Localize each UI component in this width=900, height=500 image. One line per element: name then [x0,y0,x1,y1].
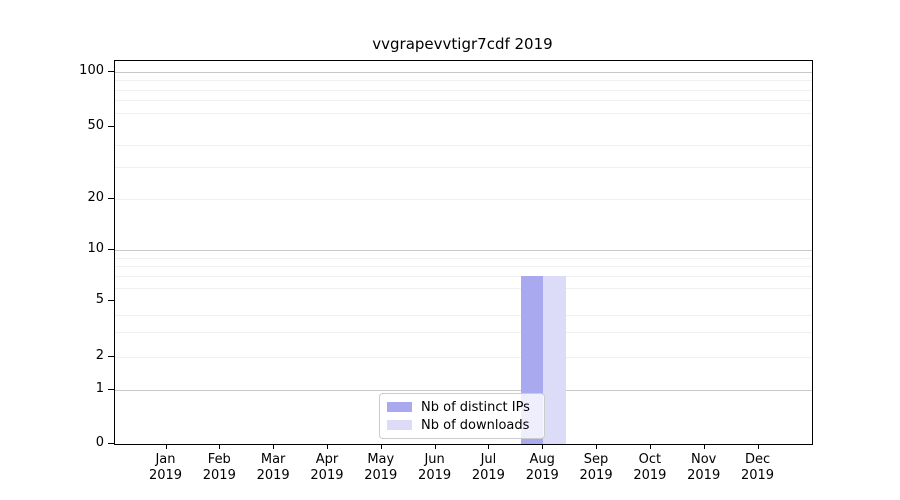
gridline-y-2 [115,357,812,358]
x-tick-month: Jul [480,452,497,467]
x-tick-year: 2019 [364,468,398,483]
gridline-y-1 [115,390,812,391]
gridline-y-9 [115,258,812,259]
x-tick-month: Feb [207,452,231,467]
x-tick-year: 2019 [418,468,452,483]
y-tick-label-50: 50 [87,118,104,133]
x-tick-label-jan: Jan 2019 [138,452,194,484]
x-tick-label-jun: Jun 2019 [407,452,463,484]
gridline-y-10 [115,250,812,251]
legend-swatch-icon [387,402,412,412]
legend-label: Nb of downloads [421,417,530,433]
gridline-y-60 [115,113,812,114]
x-tick-label-nov: Nov 2019 [676,452,732,484]
gridline-y-3 [115,332,812,333]
y-tick-mark [108,71,114,72]
x-tick-mark [488,444,490,449]
x-tick-mark [165,444,167,449]
x-tick-month: Sep [583,452,609,467]
plot-area: Nb of distinct IPs Nb of downloads [114,60,813,445]
y-tick-mark [108,126,114,127]
y-tick-label-1: 1 [95,381,104,396]
y-tick-label-10: 10 [87,241,104,256]
x-tick-year: 2019 [525,468,559,483]
x-tick-month: May [367,452,395,467]
y-tick-mark [108,443,114,444]
gridline-y-7 [115,276,812,277]
legend-row-1: Nb of downloads [387,418,537,433]
x-tick-year: 2019 [202,468,236,483]
x-tick-month: Jun [424,452,445,467]
x-tick-mark [434,444,436,449]
gridline-y-70 [115,100,812,101]
gridline-y-30 [115,167,812,168]
gridline-y-8 [115,266,812,267]
y-tick-mark [108,249,114,250]
x-tick-month: Mar [260,452,286,467]
x-tick-mark [219,444,221,449]
x-tick-year: 2019 [471,468,505,483]
y-tick-label-100: 100 [79,63,104,78]
x-tick-mark [273,444,275,449]
gridline-y-40 [115,145,812,146]
x-tick-month: Nov [691,452,717,467]
gridline-y-80 [115,90,812,91]
gridline-y-100 [115,72,812,73]
x-tick-label-dec: Dec 2019 [730,452,786,484]
y-tick-mark [108,198,114,199]
x-tick-label-sep: Sep 2019 [568,452,624,484]
x-tick-year: 2019 [633,468,667,483]
x-tick-month: Apr [315,452,339,467]
legend-swatch-icon [387,420,412,430]
x-tick-label-aug: Aug 2019 [514,452,570,484]
gridline-y-4 [115,315,812,316]
x-tick-month: Aug [529,452,555,467]
x-tick-year: 2019 [687,468,721,483]
x-tick-label-may: May 2019 [353,452,409,484]
legend-label: Nb of distinct IPs [421,399,530,415]
x-tick-mark [703,444,705,449]
x-tick-year: 2019 [256,468,290,483]
x-tick-month: Oct [638,452,662,467]
x-tick-mark [649,444,651,449]
x-tick-mark [380,444,382,449]
x-tick-label-feb: Feb 2019 [191,452,247,484]
x-tick-year: 2019 [579,468,613,483]
y-tick-mark [108,356,114,357]
legend-row-0: Nb of distinct IPs [387,400,537,415]
y-tick-label-2: 2 [95,348,104,363]
x-tick-mark [757,444,759,449]
x-tick-month: Jan [155,452,176,467]
y-tick-label-5: 5 [95,292,104,307]
x-tick-mark [326,444,328,449]
x-tick-year: 2019 [148,468,183,483]
x-tick-year: 2019 [740,468,775,483]
gridline-y-20 [115,199,812,200]
legend: Nb of distinct IPs Nb of downloads [379,393,545,439]
x-tick-mark [542,444,544,449]
y-tick-mark [108,389,114,390]
chart-title: vvgrapevvtigr7cdf 2019 [372,35,553,53]
x-tick-month: Dec [744,452,771,467]
gridline-y-6 [115,288,812,289]
bar-nb-of-downloads-aug [543,276,566,444]
y-tick-label-20: 20 [87,190,104,205]
x-tick-year: 2019 [310,468,344,483]
x-tick-label-oct: Oct 2019 [622,452,678,484]
gridline-y-90 [115,80,812,81]
x-tick-label-apr: Apr 2019 [299,452,355,484]
y-tick-mark [108,300,114,301]
x-tick-label-jul: Jul 2019 [460,452,516,484]
x-tick-mark [596,444,598,449]
y-tick-label-0: 0 [95,435,104,450]
x-tick-label-mar: Mar 2019 [245,452,301,484]
